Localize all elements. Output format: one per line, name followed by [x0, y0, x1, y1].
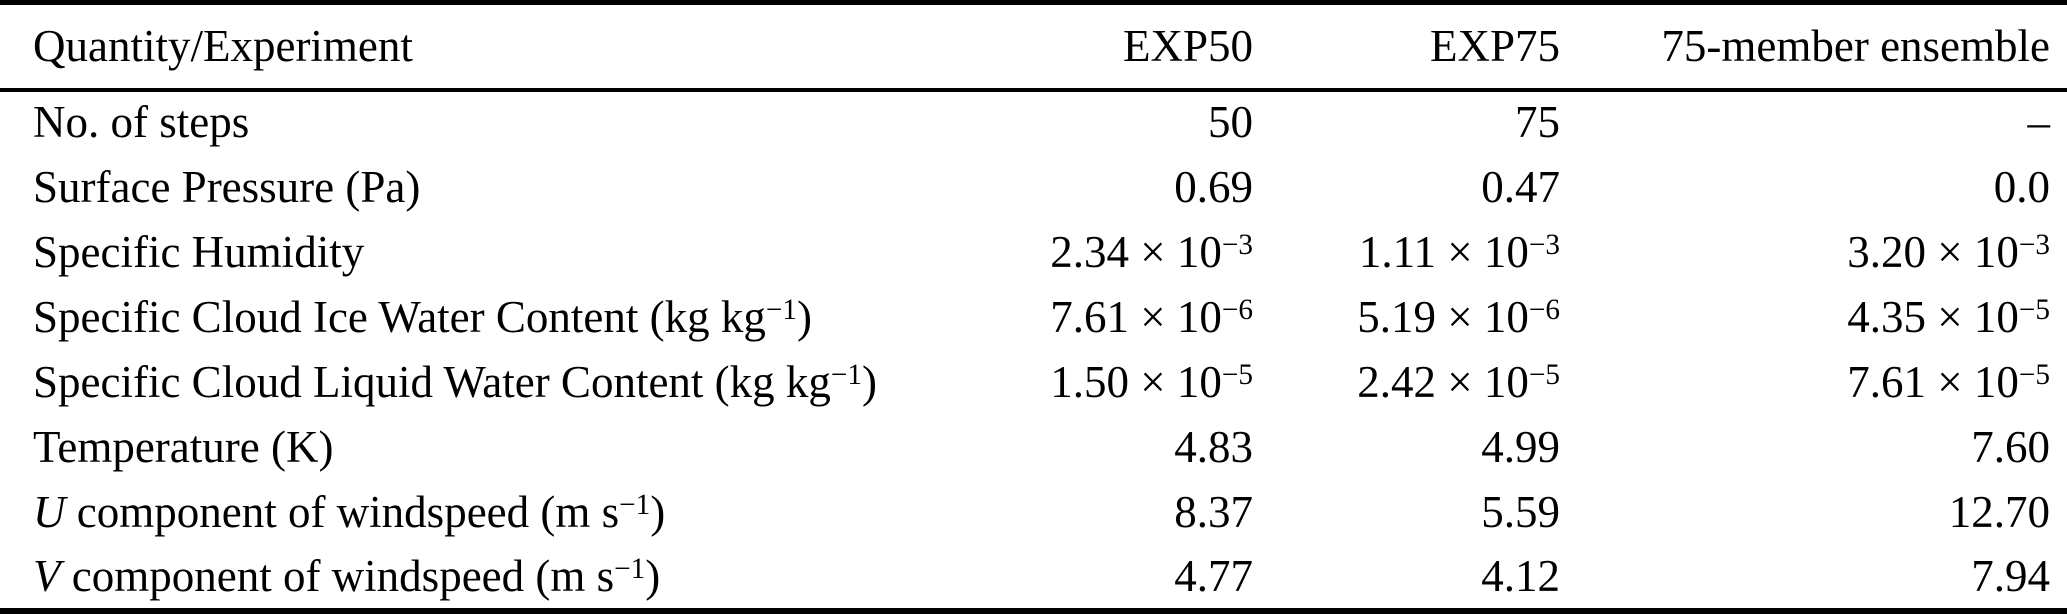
table-row: V component of windspeed (m s−1) 4.77 4.… [0, 546, 2067, 611]
cell-exp75: 1.11 × 10−3 [1358, 226, 1560, 277]
cell-exp50: 0.69 [1174, 161, 1253, 212]
cell-ensemble: 12.70 [1948, 487, 2050, 538]
cell-exp75: 5.59 [1481, 487, 1560, 538]
cell-exp50: 2.34 × 10−3 [1050, 226, 1253, 277]
table-row: U component of windspeed (m s−1) 8.37 5.… [0, 481, 2067, 546]
row-label: Specific Humidity [33, 226, 365, 277]
cell-ensemble: 3.20 × 10−3 [1847, 226, 2050, 277]
row-label: Temperature (K) [33, 422, 334, 473]
table-header: Quantity/Experiment EXP50 EXP75 75-membe… [0, 2, 2067, 92]
header-row: Quantity/Experiment EXP50 EXP75 75-membe… [0, 2, 2067, 92]
cell-exp75: 5.19 × 10−6 [1357, 291, 1560, 342]
table-row: No. of steps 50 75 – [0, 90, 2067, 155]
cell-ensemble: – [2027, 97, 2051, 148]
cell-exp75: 2.42 × 10−5 [1357, 357, 1560, 408]
row-label: Surface Pressure (Pa) [33, 161, 421, 212]
cell-exp50: 7.61 × 10−6 [1050, 291, 1253, 342]
row-label: No. of steps [33, 97, 250, 148]
cell-exp50: 1.50 × 10−5 [1050, 357, 1253, 408]
cell-exp50: 4.83 [1174, 422, 1253, 473]
table-row: Specific Cloud Ice Water Content (kg kg−… [0, 285, 2067, 350]
table-row: Surface Pressure (Pa) 0.69 0.47 0.0 [0, 155, 2067, 220]
cell-ensemble: 7.60 [1971, 422, 2050, 473]
column-header-ensemble: 75-member ensemble [1560, 2, 2067, 92]
cell-exp75: 4.99 [1481, 422, 1560, 473]
cell-ensemble: 0.0 [1993, 161, 2050, 212]
column-header-exp75: EXP75 [1253, 2, 1560, 92]
cell-exp75: 0.47 [1481, 161, 1560, 212]
cell-exp75: 75 [1515, 97, 1560, 148]
cell-exp50: 4.77 [1174, 551, 1253, 602]
table-body: No. of steps 50 75 – Surface Pressure (P… [0, 90, 2067, 612]
table-row: Specific Humidity 2.34 × 10−3 1.11 × 10−… [0, 220, 2067, 285]
cell-exp50: 8.37 [1174, 487, 1253, 538]
table-row: Temperature (K) 4.83 4.99 7.60 [0, 415, 2067, 480]
cell-exp50: 50 [1208, 97, 1253, 148]
row-label: Specific Cloud Ice Water Content (kg kg−… [33, 291, 812, 342]
cell-exp75: 4.12 [1481, 551, 1560, 602]
cell-ensemble: 4.35 × 10−5 [1847, 291, 2050, 342]
cell-ensemble: 7.94 [1971, 551, 2050, 602]
column-header-quantity-experiment: Quantity/Experiment [0, 2, 980, 92]
column-header-exp50: EXP50 [980, 2, 1253, 92]
row-label: U component of windspeed (m s−1) [33, 487, 666, 538]
row-label: V component of windspeed (m s−1) [33, 551, 661, 602]
cell-ensemble: 7.61 × 10−5 [1847, 357, 2050, 408]
row-label: Specific Cloud Liquid Water Content (kg … [33, 357, 878, 408]
table-row: Specific Cloud Liquid Water Content (kg … [0, 350, 2067, 415]
